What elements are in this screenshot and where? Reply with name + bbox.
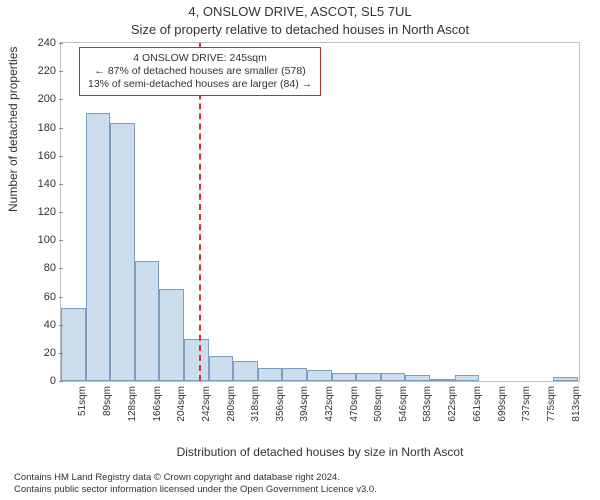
- y-tick-label: 240: [38, 37, 56, 49]
- y-tick-label: 80: [44, 262, 56, 274]
- histogram-bar: [405, 375, 430, 381]
- x-tick-label: 699sqm: [497, 386, 508, 422]
- footer-line: Contains public sector information licen…: [14, 484, 377, 496]
- chart-title-subtitle: Size of property relative to detached ho…: [0, 22, 600, 37]
- y-tick-label: 0: [50, 375, 56, 387]
- histogram-bar: [332, 373, 357, 381]
- y-tick-label: 180: [38, 122, 56, 134]
- x-tick-label: 242sqm: [201, 386, 212, 422]
- y-tick-label: 200: [38, 93, 56, 105]
- x-tick-label: 356sqm: [275, 386, 286, 422]
- x-axis-label: Distribution of detached houses by size …: [60, 445, 580, 459]
- histogram-bar: [381, 373, 406, 381]
- x-tick-label: 583sqm: [422, 386, 433, 422]
- x-tick-label: 813sqm: [571, 386, 582, 422]
- footer-line: Contains HM Land Registry data © Crown c…: [14, 472, 377, 484]
- x-tick-label: 318sqm: [250, 386, 261, 422]
- x-tick-label: 432sqm: [324, 386, 335, 422]
- x-tick-label: 661sqm: [472, 386, 483, 422]
- histogram-bar: [209, 356, 234, 381]
- histogram-bar: [282, 368, 307, 381]
- histogram-bar: [110, 123, 135, 381]
- x-tick-label: 546sqm: [398, 386, 409, 422]
- y-tick-label: 20: [44, 347, 56, 359]
- x-tick-label: 51sqm: [77, 386, 88, 416]
- footer-attribution: Contains HM Land Registry data © Crown c…: [14, 472, 377, 496]
- histogram-bar: [356, 373, 381, 381]
- histogram-bar: [184, 339, 209, 381]
- x-tick-label: 508sqm: [373, 386, 384, 422]
- chart-title-address: 4, ONSLOW DRIVE, ASCOT, SL5 7UL: [0, 4, 600, 19]
- histogram-bar: [307, 370, 332, 381]
- y-tick-label: 120: [38, 206, 56, 218]
- x-tick-label: 470sqm: [349, 386, 360, 422]
- x-tick-label: 737sqm: [521, 386, 532, 422]
- histogram-bar: [86, 113, 111, 381]
- histogram-bar: [553, 377, 578, 381]
- histogram-bar: [455, 375, 480, 381]
- histogram-bar: [258, 368, 283, 381]
- y-tick-label: 160: [38, 150, 56, 162]
- histogram-bar: [135, 261, 160, 381]
- annotation-box: 4 ONSLOW DRIVE: 245sqm ← 87% of detached…: [79, 47, 321, 96]
- x-tick-label: 89sqm: [102, 386, 113, 416]
- x-tick-label: 280sqm: [226, 386, 237, 422]
- chart-container: 4, ONSLOW DRIVE, ASCOT, SL5 7UL Size of …: [0, 0, 600, 500]
- histogram-bar: [61, 308, 86, 381]
- y-tick-label: 40: [44, 319, 56, 331]
- x-tick-label: 204sqm: [176, 386, 187, 422]
- y-tick-label: 60: [44, 291, 56, 303]
- x-tick-label: 775sqm: [546, 386, 557, 422]
- x-tick-label: 394sqm: [299, 386, 310, 422]
- x-tick-label: 128sqm: [127, 386, 138, 422]
- x-tick-label: 622sqm: [447, 386, 458, 422]
- annotation-line: 13% of semi-detached houses are larger (…: [88, 78, 312, 91]
- y-axis-label: Number of detached properties: [6, 47, 20, 212]
- plot-area: 4 ONSLOW DRIVE: 245sqm ← 87% of detached…: [60, 42, 580, 382]
- histogram-bar: [430, 379, 455, 381]
- histogram-bar: [159, 289, 184, 381]
- y-tick-label: 100: [38, 234, 56, 246]
- y-tick-label: 140: [38, 178, 56, 190]
- annotation-line: 4 ONSLOW DRIVE: 245sqm: [88, 52, 312, 65]
- x-tick-label: 166sqm: [152, 386, 163, 422]
- y-tick-label: 220: [38, 65, 56, 77]
- histogram-bar: [233, 361, 258, 381]
- annotation-line: ← 87% of detached houses are smaller (57…: [88, 65, 312, 78]
